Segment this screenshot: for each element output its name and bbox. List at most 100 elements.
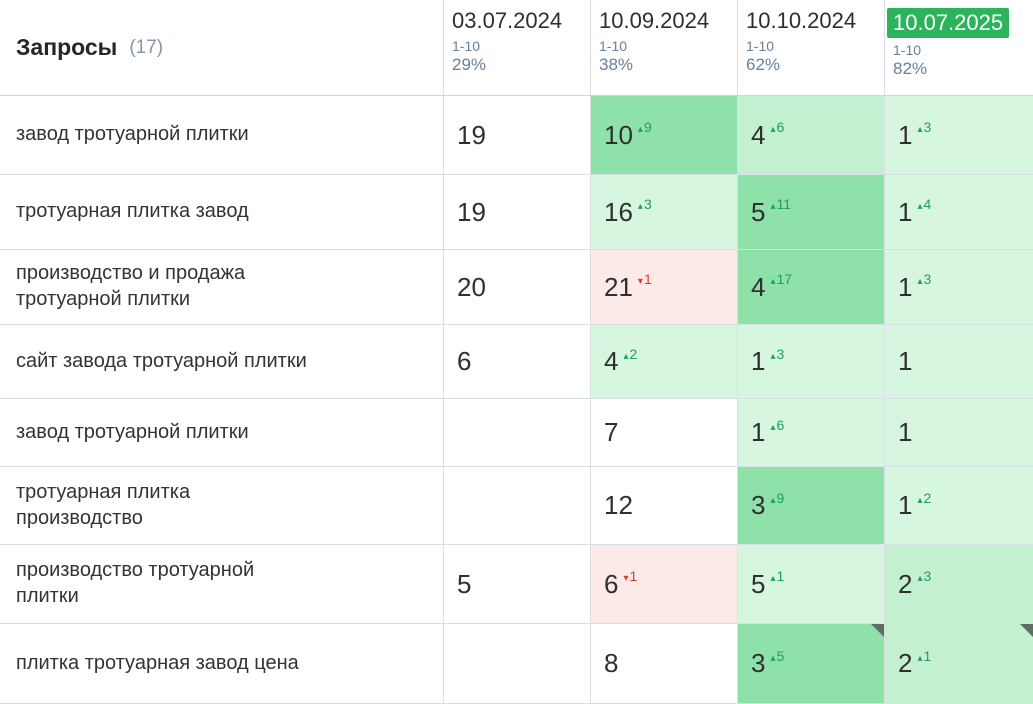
delta-value: 3 xyxy=(923,271,932,287)
date-label[interactable]: 10.07.2025 xyxy=(887,8,1010,38)
position-cell[interactable] xyxy=(443,399,590,466)
delta-value: 1 xyxy=(629,568,638,584)
position-value: 4 xyxy=(751,119,766,150)
delta-value: 11 xyxy=(776,196,792,212)
delta-arrow-icon: ▴ xyxy=(917,201,923,212)
delta-value: 6 xyxy=(776,119,785,135)
position-cell[interactable] xyxy=(443,624,590,703)
position-delta: ▴ 3 xyxy=(770,346,784,362)
delta-arrow-icon: ▴ xyxy=(917,276,923,287)
position-value: 2 xyxy=(898,568,913,599)
delta-arrow-icon: ▴ xyxy=(623,350,629,362)
keyword-label: тротуарная плитка завод xyxy=(16,200,249,223)
position-cell[interactable]: 4 ▴ 6 xyxy=(737,96,884,174)
position-cell[interactable]: 6 ▾ 1 xyxy=(590,545,737,623)
delta-arrow-icon: ▴ xyxy=(637,124,643,135)
delta-arrow-icon: ▴ xyxy=(770,573,776,584)
keyword-cell[interactable]: плитка тротуарная завод цена xyxy=(0,624,443,703)
keyword-label: завод тротуарной плитки xyxy=(16,123,249,146)
keyword-cell[interactable]: сайт завода тротуарной плитки xyxy=(0,325,443,398)
table-row: завод тротуарной плитки 7 1 ▴ 6 1 xyxy=(0,399,1033,467)
keyword-cell[interactable]: производство и продажа тротуарной плитки xyxy=(0,250,443,324)
position-cell[interactable]: 16 ▴ 3 xyxy=(590,175,737,249)
date-column-header[interactable]: 10.10.2024 1-10 62% xyxy=(737,0,884,95)
position-cell[interactable]: 3 ▴ 9 xyxy=(737,467,884,544)
position-cell[interactable]: 2 ▴ 3 xyxy=(884,545,1033,623)
position-delta: ▴ 4 xyxy=(917,196,931,212)
position-cell[interactable]: 2 ▴ 1 xyxy=(884,624,1033,703)
keyword-cell[interactable]: завод тротуарной плитки xyxy=(0,399,443,466)
position-cell[interactable]: 20 xyxy=(443,250,590,324)
position-cell[interactable]: 12 xyxy=(590,467,737,544)
delta-value: 4 xyxy=(923,196,932,212)
delta-arrow-icon: ▴ xyxy=(770,350,776,362)
delta-value: 3 xyxy=(776,345,785,362)
position-cell[interactable]: 5 ▴ 11 xyxy=(737,175,884,249)
keyword-cell[interactable]: тротуарная плитка завод xyxy=(0,175,443,249)
position-cell[interactable]: 4 ▴ 17 xyxy=(737,250,884,324)
position-cell[interactable]: 3 ▴ 5 xyxy=(737,624,884,703)
position-cell[interactable]: 1 ▴ 3 xyxy=(737,325,884,398)
position-cell[interactable] xyxy=(443,467,590,544)
position-cell[interactable]: 10 ▴ 9 xyxy=(590,96,737,174)
position-cell[interactable]: 7 xyxy=(590,399,737,466)
position-value: 8 xyxy=(604,648,619,678)
position-value: 3 xyxy=(751,490,766,520)
table-header: Запросы (17) 03.07.2024 1-10 29% 10.09.2… xyxy=(0,0,1033,96)
position-delta: ▴ 6 xyxy=(770,119,784,135)
table-row: производство и продажа тротуарной плитки… xyxy=(0,250,1033,325)
date-label[interactable]: 10.10.2024 xyxy=(746,8,857,33)
position-cell[interactable]: 5 xyxy=(443,545,590,623)
keyword-cell[interactable]: завод тротуарной плитки xyxy=(0,96,443,174)
position-value: 1 xyxy=(751,417,766,447)
position-cell[interactable]: 1 ▴ 6 xyxy=(737,399,884,466)
top-range-label: 1-10 xyxy=(893,42,922,58)
position-cell[interactable]: 5 ▴ 1 xyxy=(737,545,884,623)
position-cell[interactable]: 19 xyxy=(443,96,590,174)
position-cell[interactable]: 6 xyxy=(443,325,590,398)
delta-value: 5 xyxy=(776,647,785,664)
date-label[interactable]: 03.07.2024 xyxy=(452,8,563,33)
delta-arrow-icon: ▾ xyxy=(637,276,643,287)
position-delta: ▾ 1 xyxy=(638,271,652,287)
position-value: 1 xyxy=(898,490,913,520)
position-value: 4 xyxy=(751,271,766,302)
position-cell[interactable]: 1 xyxy=(884,399,1033,466)
position-value: 5 xyxy=(751,568,766,599)
keyword-label: плитка тротуарная завод цена xyxy=(16,651,299,674)
position-cell[interactable]: 21 ▾ 1 xyxy=(590,250,737,324)
position-delta: ▴ 1 xyxy=(770,568,784,584)
keyword-cell[interactable]: производство тротуарной плитки xyxy=(0,545,443,623)
position-cell[interactable]: 1 ▴ 2 xyxy=(884,467,1033,544)
position-cell[interactable]: 4 ▴ 2 xyxy=(590,325,737,398)
position-value: 2 xyxy=(898,648,913,678)
position-value: 21 xyxy=(604,271,633,302)
date-column-header[interactable]: 10.07.2025 1-10 82% xyxy=(884,0,1033,95)
position-cell[interactable]: 1 ▴ 4 xyxy=(884,175,1033,249)
note-corner-icon xyxy=(871,624,884,637)
position-cell[interactable]: 19 xyxy=(443,175,590,249)
table-row: тротуарная плитка завод 19 16 ▴ 3 5 ▴ 11 1 ▴ 4 xyxy=(0,175,1033,250)
position-delta: ▴ 2 xyxy=(623,346,637,362)
position-cell[interactable]: 8 xyxy=(590,624,737,703)
position-delta: ▴ 6 xyxy=(770,417,784,433)
top-range-label: 1-10 xyxy=(599,38,628,54)
delta-value: 9 xyxy=(643,119,652,135)
position-cell[interactable]: 1 ▴ 3 xyxy=(884,96,1033,174)
position-delta: ▴ 5 xyxy=(770,648,784,664)
delta-arrow-icon: ▴ xyxy=(637,201,643,212)
date-label[interactable]: 10.09.2024 xyxy=(599,8,710,33)
top-percent-label: 82% xyxy=(893,59,928,78)
keyword-cell[interactable]: тротуарная плитка производство xyxy=(0,467,443,544)
position-cell[interactable]: 1 ▴ 3 xyxy=(884,250,1033,324)
date-column-header[interactable]: 03.07.2024 1-10 29% xyxy=(443,0,590,95)
position-delta: ▾ 1 xyxy=(623,568,637,584)
position-value: 1 xyxy=(898,417,913,447)
date-column-header[interactable]: 10.09.2024 1-10 38% xyxy=(590,0,737,95)
position-value: 1 xyxy=(898,346,913,376)
delta-arrow-icon: ▴ xyxy=(917,124,923,135)
delta-arrow-icon: ▴ xyxy=(770,124,776,135)
position-cell[interactable]: 1 xyxy=(884,325,1033,398)
table-row: производство тротуарной плитки 5 6 ▾ 1 5 ▴ 1… xyxy=(0,545,1033,624)
position-delta: ▴ 3 xyxy=(638,196,652,212)
